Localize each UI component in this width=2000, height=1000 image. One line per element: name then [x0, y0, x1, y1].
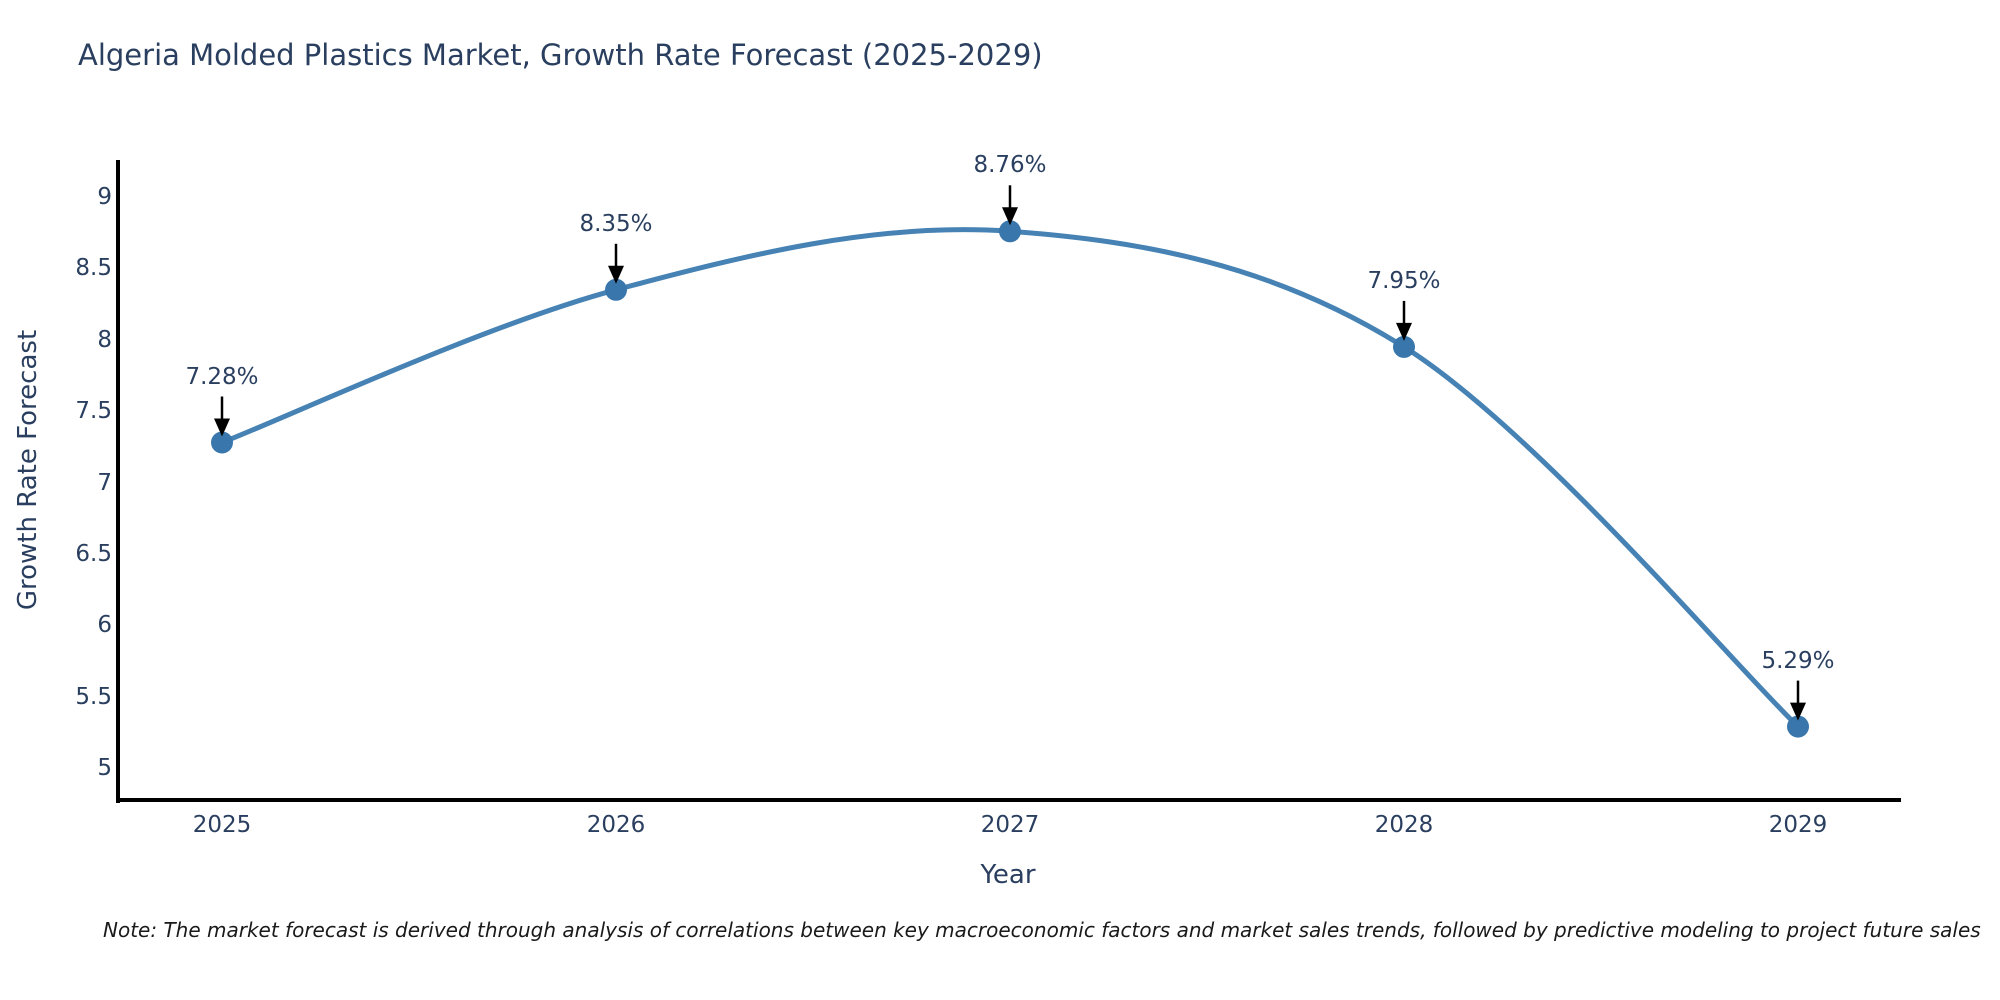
- footnote: Note: The market forecast is derived thr…: [103, 918, 1981, 942]
- annotation-arrow-head: [1790, 702, 1806, 721]
- annotation-arrow-head: [214, 418, 230, 437]
- data-point-marker: [1787, 715, 1809, 738]
- y-axis-title: Growth Rate Forecast: [13, 329, 43, 611]
- annotation-arrow-head: [1396, 322, 1412, 341]
- data-point-marker: [1393, 335, 1415, 358]
- annotation-arrow-head: [1002, 207, 1018, 226]
- annotation-arrow-head: [608, 265, 624, 284]
- chart-title: Algeria Molded Plastics Market, Growth R…: [78, 38, 1043, 72]
- data-point-marker: [211, 431, 233, 454]
- forecast-line: [219, 227, 1801, 730]
- x-axis-title: Year: [980, 860, 1036, 890]
- data-point-marker: [999, 220, 1021, 243]
- data-point-marker: [605, 278, 627, 301]
